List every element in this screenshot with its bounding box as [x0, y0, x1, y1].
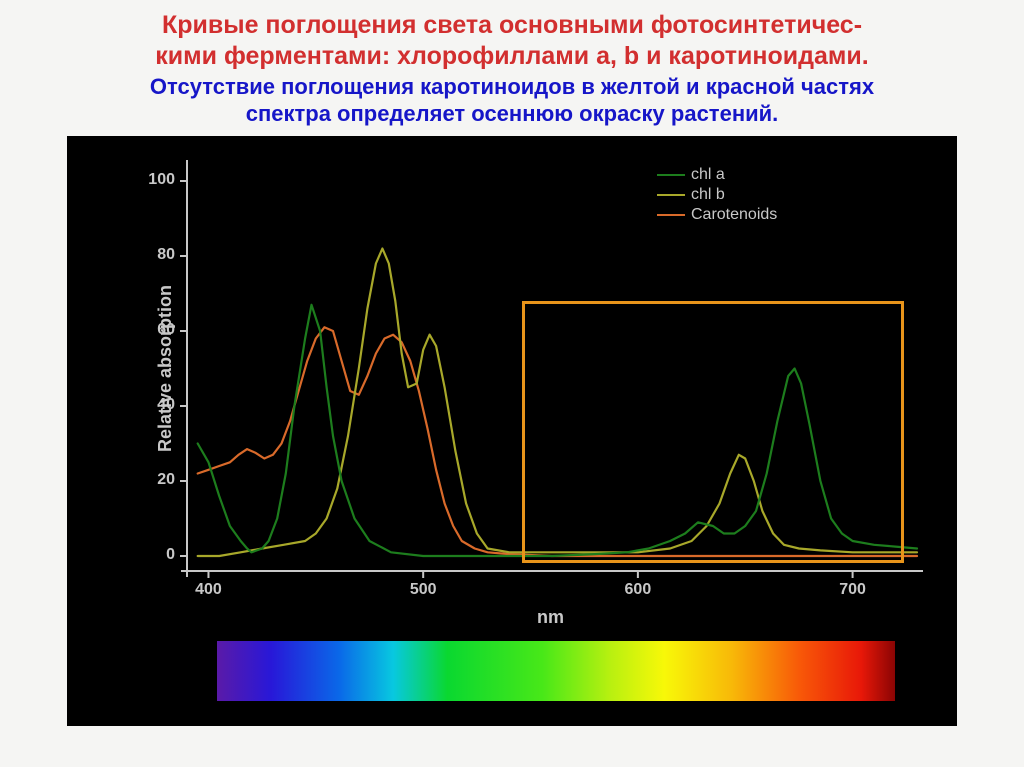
- title-line-4: спектра определяет осеннюю окраску расте…: [22, 100, 1002, 128]
- visible-spectrum-bar: [217, 641, 895, 701]
- x-tick-label: 700: [828, 581, 878, 599]
- chart-frame: chl a chl b Carotenoids Relative absorptio…: [67, 136, 957, 726]
- legend-swatch: [657, 194, 685, 196]
- slide: Кривые поглощения света основными фотоси…: [0, 0, 1024, 767]
- legend-item: chl a: [657, 166, 777, 184]
- title-line-2: кими ферментами: хлорофиллами a, b и кар…: [22, 41, 1002, 72]
- highlight-box: [522, 301, 904, 564]
- title-line-3: Отсутствие поглощения каротиноидов в жел…: [22, 73, 1002, 101]
- y-axis-label: Relative absorption: [155, 285, 176, 452]
- x-tick-label: 500: [398, 581, 448, 599]
- legend-swatch: [657, 214, 685, 216]
- legend-item: chl b: [657, 186, 777, 204]
- legend-label: chl b: [691, 186, 725, 204]
- legend-item: Carotenoids: [657, 206, 777, 224]
- y-tick-label: 100: [135, 171, 175, 189]
- y-tick-label: 40: [135, 396, 175, 414]
- y-tick-label: 80: [135, 246, 175, 264]
- legend-swatch: [657, 174, 685, 176]
- x-tick-label: 400: [183, 581, 233, 599]
- title-line-1: Кривые поглощения света основными фотоси…: [22, 10, 1002, 41]
- title-block: Кривые поглощения света основными фотоси…: [22, 10, 1002, 128]
- x-tick-label: 600: [613, 581, 663, 599]
- x-axis-label: nm: [537, 607, 564, 628]
- legend-label: Carotenoids: [691, 206, 777, 224]
- y-tick-label: 20: [135, 471, 175, 489]
- y-tick-label: 60: [135, 321, 175, 339]
- legend-label: chl a: [691, 166, 725, 184]
- y-tick-label: 0: [135, 546, 175, 564]
- chart-area: chl a chl b Carotenoids Relative absorptio…: [67, 136, 957, 726]
- legend: chl a chl b Carotenoids: [657, 166, 777, 226]
